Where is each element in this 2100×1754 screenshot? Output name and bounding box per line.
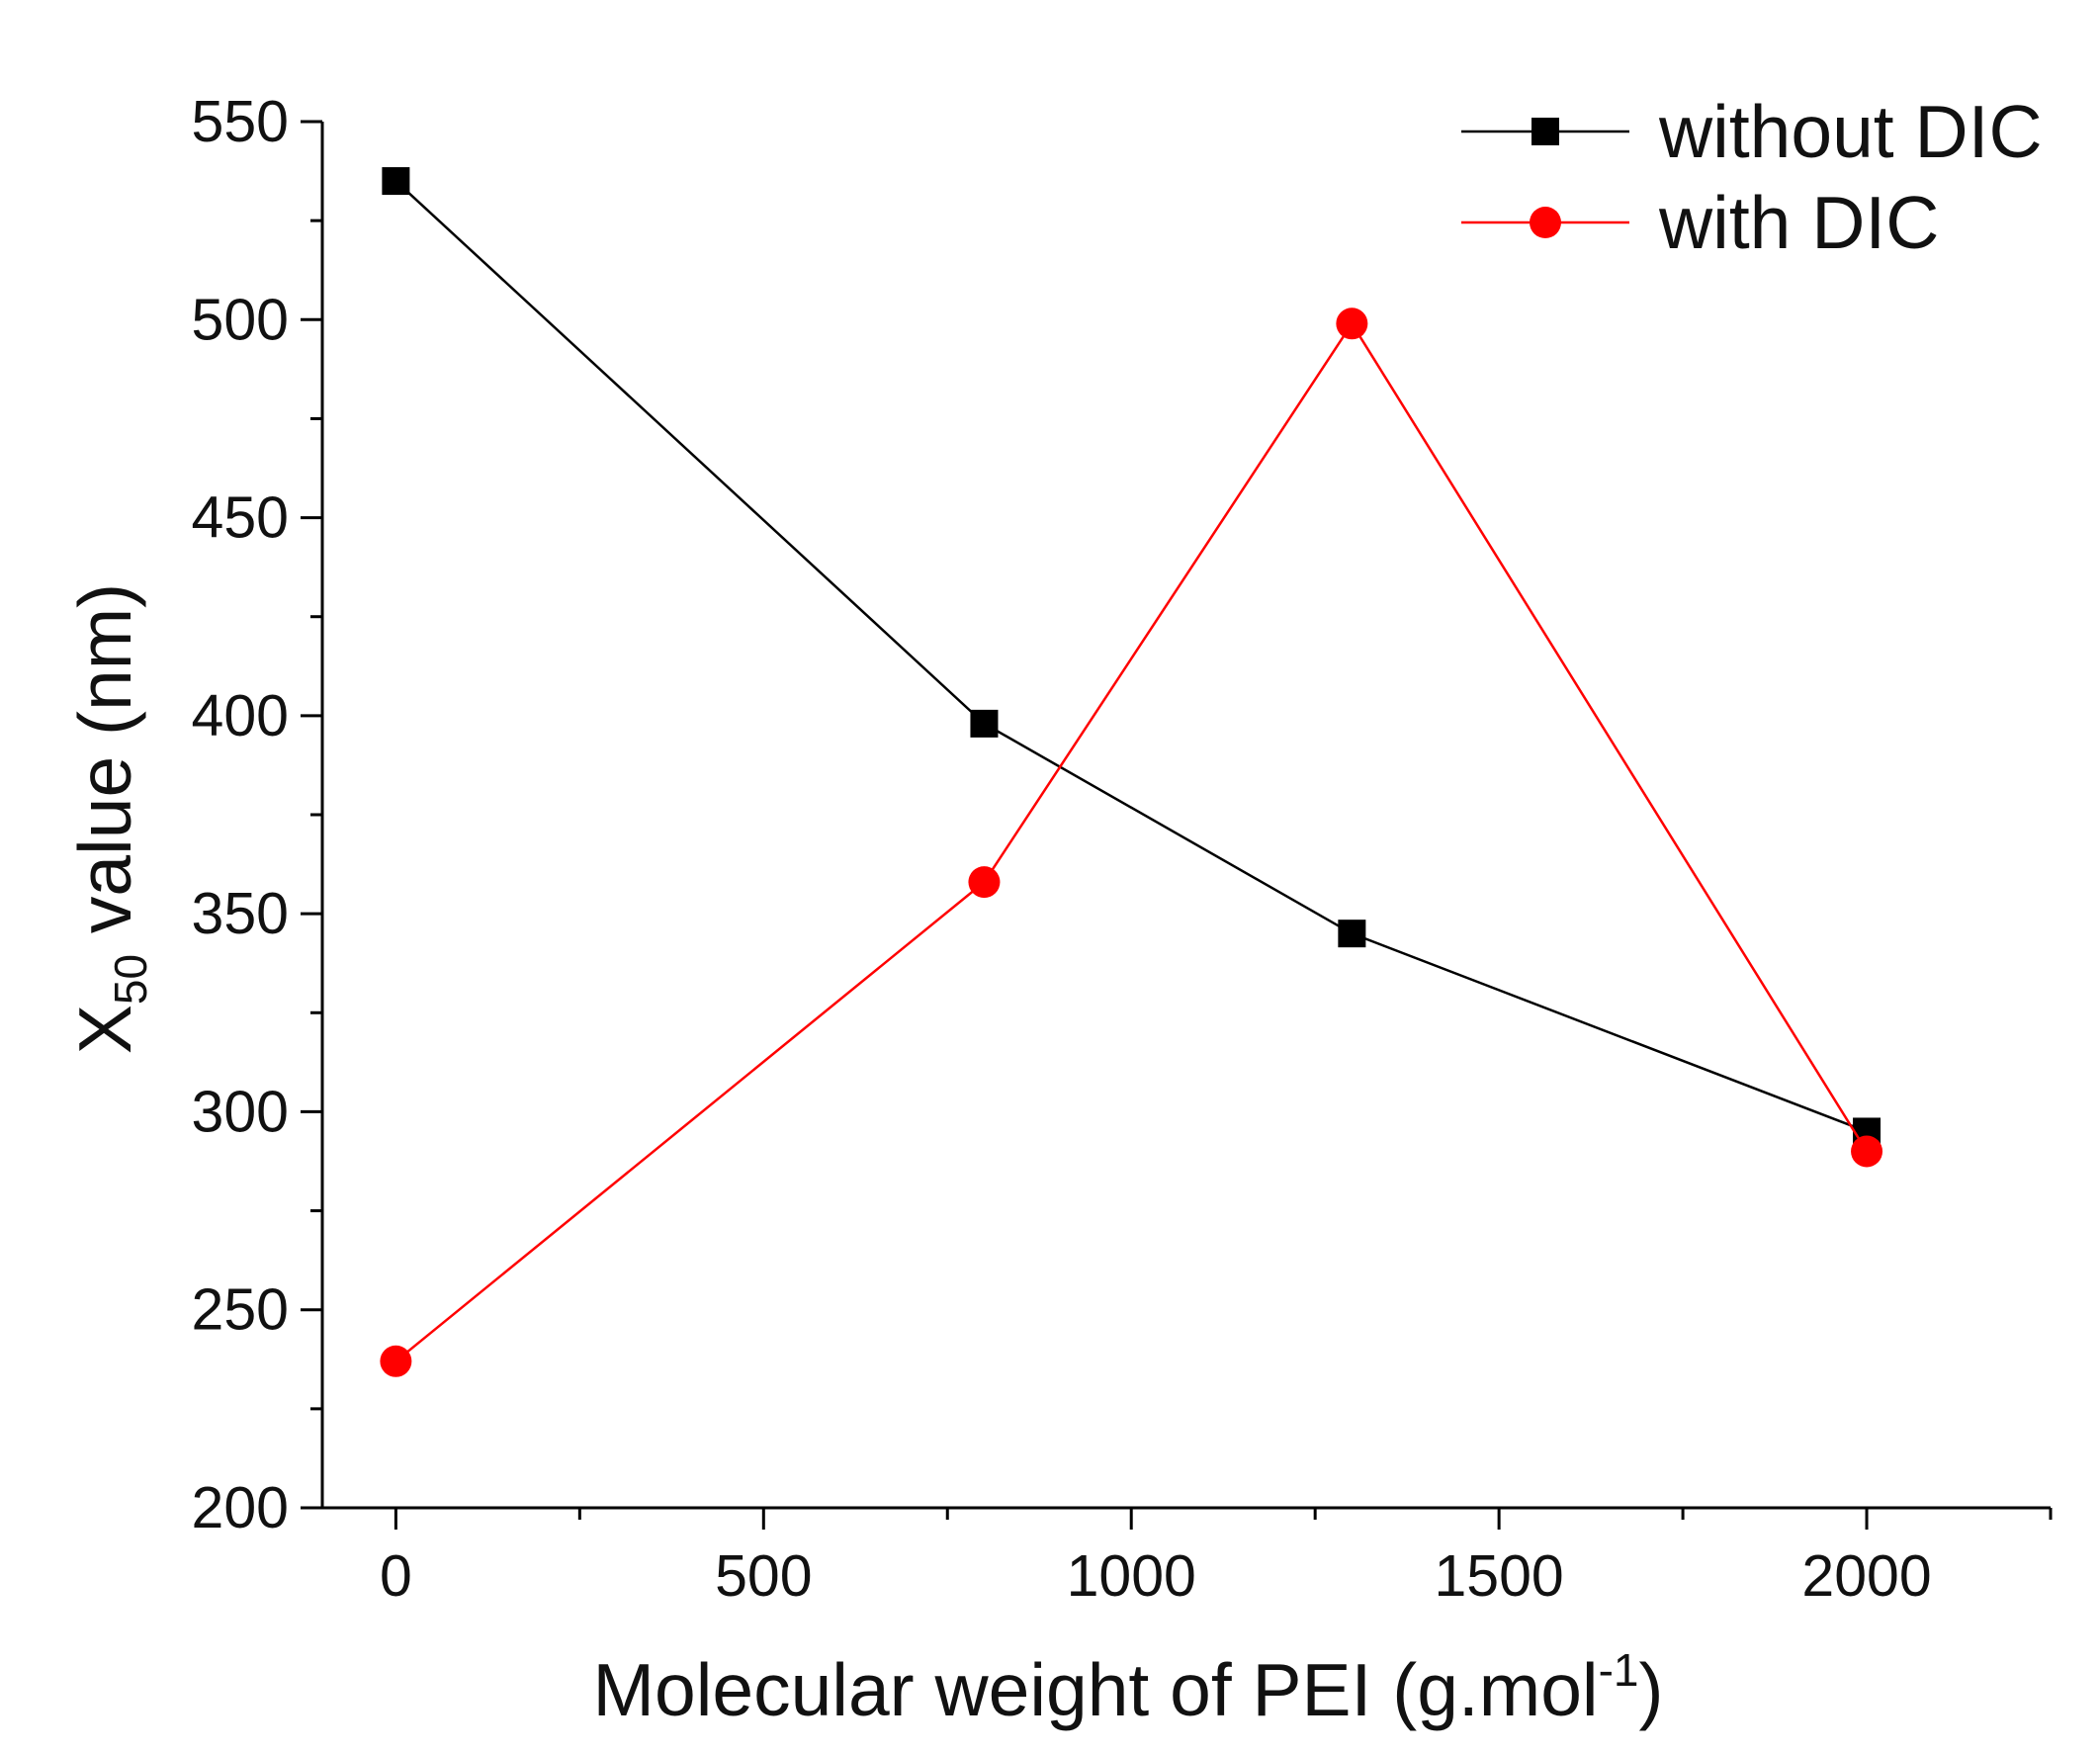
y-axis-title-x: X bbox=[63, 1005, 146, 1054]
series-line-without-dic bbox=[394, 180, 1868, 1133]
series-without-dic bbox=[382, 167, 1881, 1146]
data-point-with-dic bbox=[968, 866, 1001, 899]
y-tick-label: 300 bbox=[192, 1079, 289, 1144]
y-tick-label: 550 bbox=[192, 89, 289, 154]
x-tick-label: 500 bbox=[715, 1543, 812, 1609]
data-point-without-dic bbox=[382, 167, 410, 196]
series-with-dic bbox=[380, 307, 1883, 1377]
legend-marker-with-dic bbox=[1530, 207, 1561, 238]
series-line-with-dic bbox=[394, 320, 1869, 1362]
y-tick-label: 400 bbox=[192, 683, 289, 748]
y-axis-title-subscript: 50 bbox=[105, 954, 156, 1005]
data-point-without-dic bbox=[1338, 920, 1366, 948]
series-layer bbox=[380, 167, 1883, 1377]
y-axis-title-rest: value (nm) bbox=[63, 583, 146, 954]
x-tick-label: 0 bbox=[380, 1543, 412, 1609]
x-axis-title-superscript: -1 bbox=[1599, 1644, 1639, 1696]
x-axis-title-text: Molecular weight of PEI (g.mol bbox=[593, 1648, 1599, 1731]
y-tick-label: 350 bbox=[192, 881, 289, 946]
data-point-with-dic bbox=[1851, 1135, 1883, 1168]
x-tick-label: 1000 bbox=[1067, 1543, 1196, 1609]
y-tick-label: 200 bbox=[192, 1475, 289, 1540]
data-point-without-dic bbox=[970, 709, 999, 738]
x-axis-title: Molecular weight of PEI (g.mol-1) bbox=[593, 1644, 1664, 1731]
y-tick-label: 500 bbox=[192, 287, 289, 352]
legend-label-without-dic: without DIC bbox=[1658, 90, 2043, 173]
y-tick-label: 450 bbox=[192, 485, 289, 551]
data-point-with-dic bbox=[1336, 307, 1368, 340]
x-tick-label: 2000 bbox=[1801, 1543, 1931, 1609]
axes: 200 250 300 350 400 450 500 550 0 500 1000 1500 2000 bbox=[192, 89, 2053, 1609]
data-point-with-dic bbox=[380, 1345, 412, 1377]
x-tick-label: 1500 bbox=[1434, 1543, 1563, 1609]
legend-label-with-dic: with DIC bbox=[1658, 181, 1939, 264]
legend-marker-without-dic bbox=[1531, 118, 1559, 145]
x-axis-title-end: ) bbox=[1639, 1648, 1664, 1731]
y-axis-title: X50 value (nm) bbox=[63, 583, 156, 1054]
y-tick-label: 250 bbox=[192, 1277, 289, 1343]
